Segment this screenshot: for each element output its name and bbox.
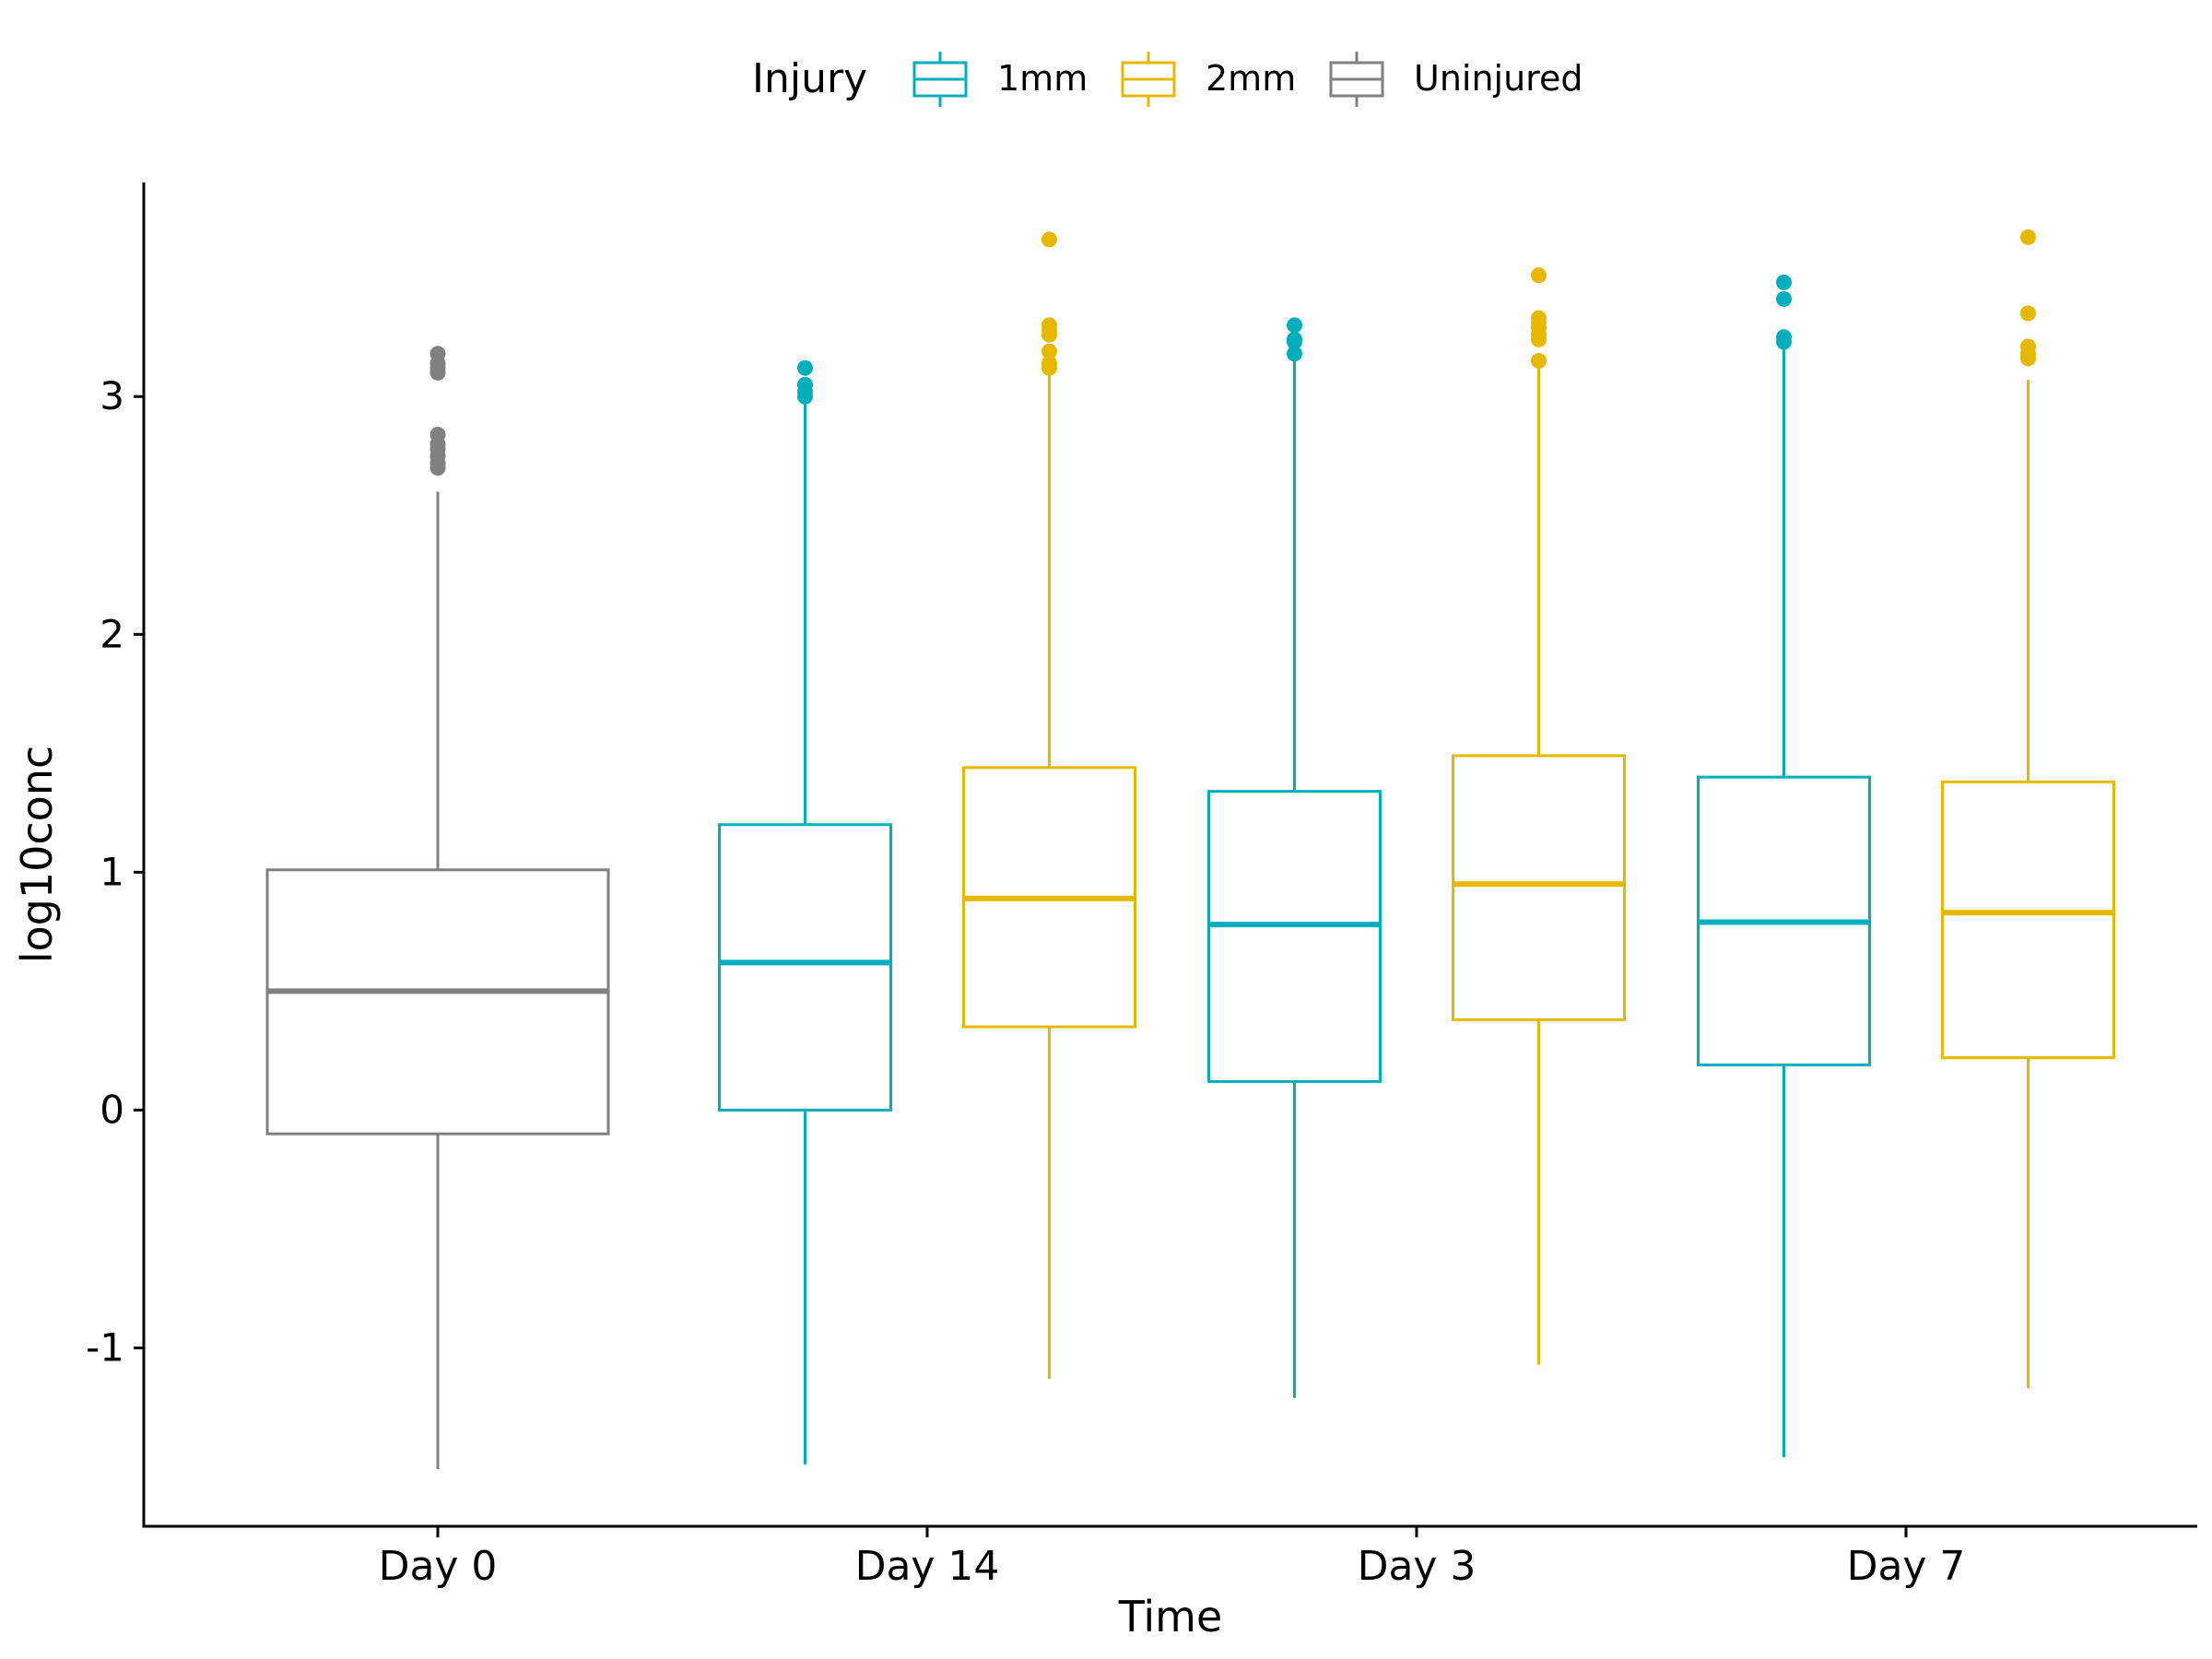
y-tick-label: 3 — [100, 373, 124, 418]
outlier-point — [797, 359, 813, 376]
box-day-7-2mm — [1941, 229, 2115, 1389]
outlier-point — [797, 376, 813, 393]
outlier-point — [2020, 338, 2036, 355]
outlier-point — [1287, 346, 1302, 362]
box-day-7-1mm — [1697, 274, 1871, 1458]
outlier-point — [429, 427, 446, 443]
outlier-point — [429, 346, 446, 362]
box-day-3-2mm — [1452, 267, 1626, 1365]
box-day-14-2mm — [962, 231, 1136, 1380]
outlier-point — [1531, 353, 1547, 370]
outlier-point — [1287, 331, 1302, 347]
box-day-0-uninjured — [265, 346, 610, 1470]
legend-label-2mm: 2mm — [1206, 58, 1296, 99]
x-tick-label: Day 14 — [855, 1543, 1000, 1590]
legend-title: Injury — [752, 55, 867, 102]
x-axis-title: Time — [1118, 1592, 1223, 1641]
outlier-point — [1531, 267, 1547, 284]
outlier-point — [1041, 343, 1057, 359]
iqr-box — [718, 823, 892, 1112]
y-tick-label: 0 — [100, 1087, 124, 1132]
x-tick-label: Day 0 — [379, 1543, 498, 1590]
iqr-box — [1452, 754, 1626, 1021]
x-axis-ticks: Day 0 Day 14 Day 3 Day 7 — [379, 1526, 1966, 1590]
y-tick-label: -1 — [86, 1324, 124, 1370]
x-tick-label: Day 7 — [1847, 1543, 1966, 1590]
legend: Injury 1mm 2mm Uninjured — [752, 52, 1583, 107]
outlier-point — [1287, 317, 1302, 334]
legend-label-uninjured: Uninjured — [1414, 58, 1583, 99]
y-tick-label: 2 — [100, 611, 124, 656]
outlier-point — [1776, 274, 1792, 290]
legend-key-uninjured — [1329, 52, 1384, 107]
iqr-box — [1941, 780, 2115, 1060]
box-day-3-1mm — [1207, 317, 1382, 1398]
y-tick-label: 1 — [100, 849, 124, 894]
outlier-point — [1041, 317, 1057, 334]
legend-key-1mm — [912, 52, 968, 107]
outlier-point — [1041, 355, 1057, 371]
y-axis-title: log10conc — [12, 746, 62, 964]
box-day-14-1mm — [718, 359, 892, 1465]
outlier-point — [1041, 231, 1057, 248]
outlier-point — [2020, 305, 2036, 322]
y-axis-ticks: -1 0 1 2 3 — [86, 373, 144, 1370]
outlier-point — [1776, 290, 1792, 307]
iqr-box — [265, 868, 610, 1135]
outlier-point — [1776, 329, 1792, 346]
outlier-point — [1531, 310, 1547, 326]
x-tick-label: Day 3 — [1358, 1543, 1477, 1590]
iqr-box — [1207, 790, 1382, 1083]
outlier-point — [2020, 229, 2036, 245]
box-series — [265, 229, 2115, 1470]
legend-label-1mm: 1mm — [997, 58, 1088, 99]
legend-key-2mm — [1121, 52, 1176, 107]
